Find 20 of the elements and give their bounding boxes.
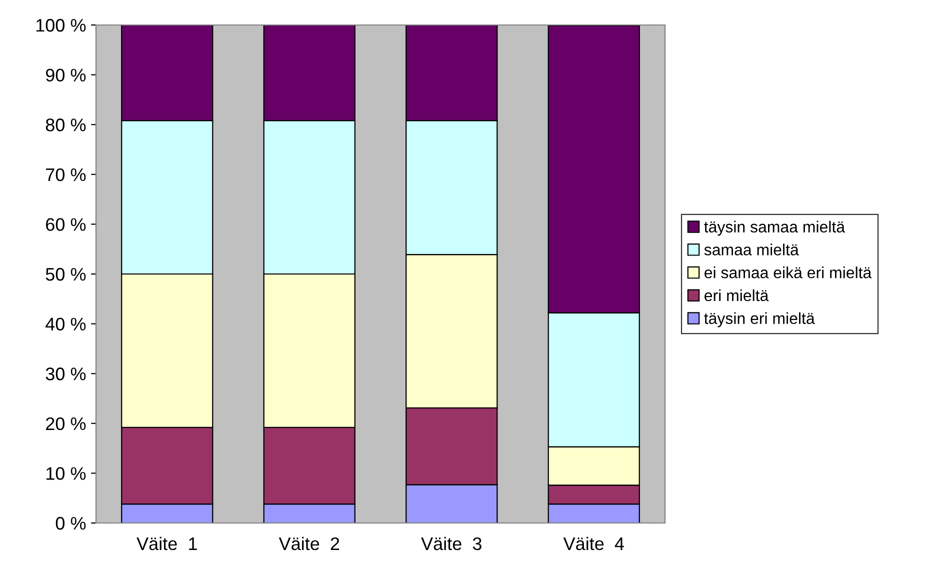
legend-label: eri mieltä — [704, 289, 769, 302]
y-tick-label: 50 % — [46, 268, 86, 281]
legend-label: samaa mieltä — [704, 244, 799, 256]
y-tick-label: 60 % — [46, 218, 86, 231]
y-tick-label: 70 % — [46, 168, 86, 182]
y-tick-label: 0 % — [56, 516, 86, 530]
y-tick-label: 40 % — [46, 318, 86, 331]
x-tick-label: Väite 2 — [278, 536, 340, 550]
y-tick-label: 90 % — [46, 68, 86, 82]
y-tick-label: 20 % — [46, 417, 86, 430]
legend-label: täysin samaa mieltä — [704, 220, 846, 236]
y-tick-label: 100 % — [36, 18, 86, 32]
legend-label: ei samaa eikä eri mieltä — [704, 266, 872, 278]
legend-label: täysin eri mieltä — [704, 312, 815, 328]
x-tick-label: Väite 4 — [563, 536, 624, 550]
x-tick-label: Väite 3 — [421, 536, 482, 550]
x-tick-label: Väite 1 — [136, 536, 197, 550]
y-tick-label: 80 % — [46, 118, 86, 132]
y-tick-label: 10 % — [46, 467, 86, 480]
y-tick-label: 30 % — [46, 368, 86, 380]
